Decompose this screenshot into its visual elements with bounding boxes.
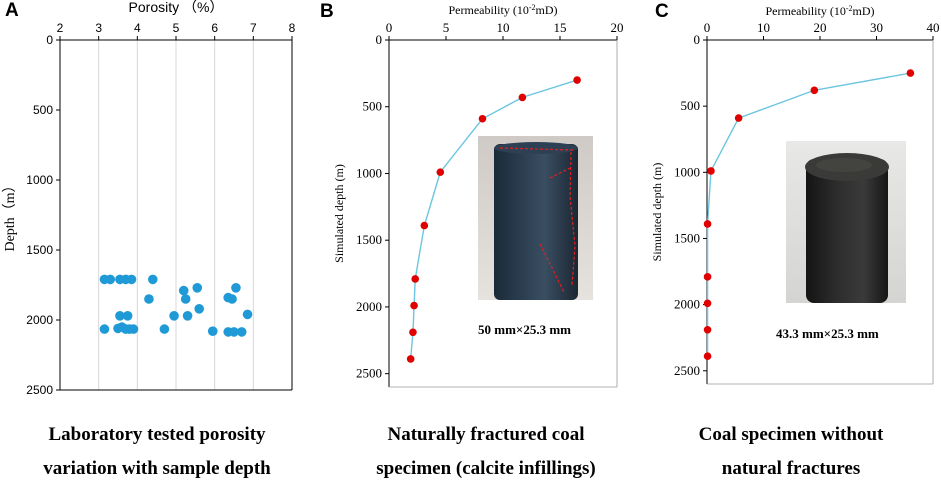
y-tick-label-c: 0	[694, 32, 701, 47]
data-point-a	[115, 311, 125, 321]
data-point-b	[406, 355, 415, 363]
data-point-c	[906, 69, 915, 77]
caption-a-line-2: variation with sample depth	[43, 458, 271, 479]
data-point-a	[180, 294, 191, 304]
y-tick-label-b: 0	[376, 32, 383, 47]
data-point-c	[703, 352, 712, 361]
y-tick-label-a: 1500	[26, 243, 53, 257]
caption-c-line-2: natural fractures	[721, 458, 861, 479]
x-tick-label-a: 8	[289, 21, 296, 35]
data-point-a	[194, 304, 204, 314]
data-point-a	[236, 327, 247, 337]
specimen-size-c: 43.3 mm×25.3 mm	[776, 326, 879, 341]
x-axis-title-a: Porosity （%）	[129, 0, 224, 15]
y-tick-label-a: 2000	[26, 313, 53, 327]
data-point-a	[122, 311, 133, 321]
y-tick-label-a: 1000	[26, 173, 53, 187]
x-tick-label-a: 4	[134, 21, 141, 35]
data-point-b	[411, 275, 420, 283]
caption-a: Laboratory tested porosity variation wit…	[7, 418, 307, 486]
data-point-b	[410, 301, 418, 310]
y-tick-label-b: 2000	[356, 299, 382, 314]
data-point-b	[518, 93, 527, 102]
data-point-c	[703, 325, 712, 334]
x-tick-label-c: 10	[757, 20, 770, 35]
x-axis-title-c: Permeability (10-2mD)	[766, 4, 875, 18]
x-tick-label-c: 20	[814, 20, 827, 35]
caption-a-line-1: Laboratory tested porosity	[48, 424, 266, 445]
x-tick-label-c: 30	[870, 20, 883, 35]
data-point-c	[703, 220, 712, 228]
y-tick-label-a: 500	[33, 103, 53, 117]
y-tick-label-c: 1000	[674, 164, 700, 179]
data-point-c	[734, 114, 743, 122]
y-tick-label-b: 1500	[356, 232, 382, 247]
x-tick-label-a: 5	[173, 21, 180, 35]
x-tick-label-a: 2	[57, 21, 64, 35]
caption-b-line-1: Naturally fractured coal	[387, 424, 585, 445]
data-point-a	[105, 274, 116, 285]
data-point-a	[227, 294, 237, 304]
y-tick-label-b: 2500	[356, 366, 382, 381]
y-tick-label-c: 500	[681, 98, 701, 113]
data-point-a	[144, 294, 154, 304]
y-tick-label-b: 1000	[356, 165, 382, 180]
panel-label-b: B	[320, 1, 334, 22]
y-axis-title-b: Simulated depth (m)	[332, 164, 346, 263]
data-point-a	[229, 327, 239, 337]
data-point-a	[242, 309, 253, 320]
x-tick-label-b: 15	[554, 20, 567, 35]
data-point-a	[126, 274, 137, 285]
x-tick-label-b: 10	[497, 20, 510, 35]
x-tick-label-a: 3	[95, 21, 102, 35]
x-tick-label-b: 5	[443, 20, 450, 35]
data-point-a	[182, 311, 193, 321]
y-tick-label-c: 1500	[674, 230, 700, 245]
x-tick-label-c: 0	[704, 20, 711, 35]
data-point-b	[436, 168, 445, 176]
caption-b: Naturally fractured coal specimen (calci…	[336, 418, 636, 486]
x-tick-label-b: 0	[386, 20, 393, 35]
y-tick-label-a: 2500	[26, 383, 53, 397]
y-axis-title-c: Simulated depth (m)	[650, 163, 664, 262]
data-point-a	[128, 324, 139, 334]
data-point-c	[810, 86, 819, 95]
data-point-a	[148, 274, 158, 285]
data-point-b	[573, 76, 581, 84]
data-point-b	[478, 114, 487, 123]
caption-c: Coal specimen without natural fractures	[641, 418, 941, 486]
specimen-photo-c	[786, 141, 906, 303]
data-point-a	[192, 283, 203, 293]
data-point-a	[231, 283, 241, 293]
x-tick-label-a: 6	[211, 21, 218, 35]
y-tick-label-c: 2500	[674, 363, 700, 378]
data-point-a	[99, 324, 110, 334]
y-tick-label-a: 0	[46, 33, 53, 47]
data-point-a	[207, 326, 218, 337]
data-point-c	[703, 273, 712, 281]
panel-label-c: C	[655, 1, 669, 22]
caption-b-line-2: specimen (calcite infillings)	[376, 458, 596, 479]
x-tick-label-b: 20	[611, 20, 624, 35]
x-tick-label-a: 7	[250, 21, 257, 35]
data-point-b	[409, 328, 417, 337]
caption-c-line-1: Coal specimen without	[698, 424, 884, 445]
data-point-a	[178, 285, 189, 296]
x-axis-title-b: Permeability (10-2mD)	[449, 3, 558, 17]
y-tick-label-b: 500	[363, 99, 383, 114]
data-point-c	[707, 167, 715, 175]
y-axis-title-a: Depth（m）	[2, 178, 18, 251]
x-tick-label-c: 40	[927, 20, 940, 35]
specimen-photo-b	[478, 136, 593, 300]
data-point-a	[169, 311, 179, 321]
y-tick-label-c: 2000	[674, 297, 700, 312]
panel-label-a: A	[5, 0, 19, 21]
data-point-b	[420, 221, 429, 230]
data-point-c	[703, 299, 712, 308]
specimen-size-b: 50 mm×25.3 mm	[478, 322, 571, 337]
data-point-a	[159, 324, 170, 334]
